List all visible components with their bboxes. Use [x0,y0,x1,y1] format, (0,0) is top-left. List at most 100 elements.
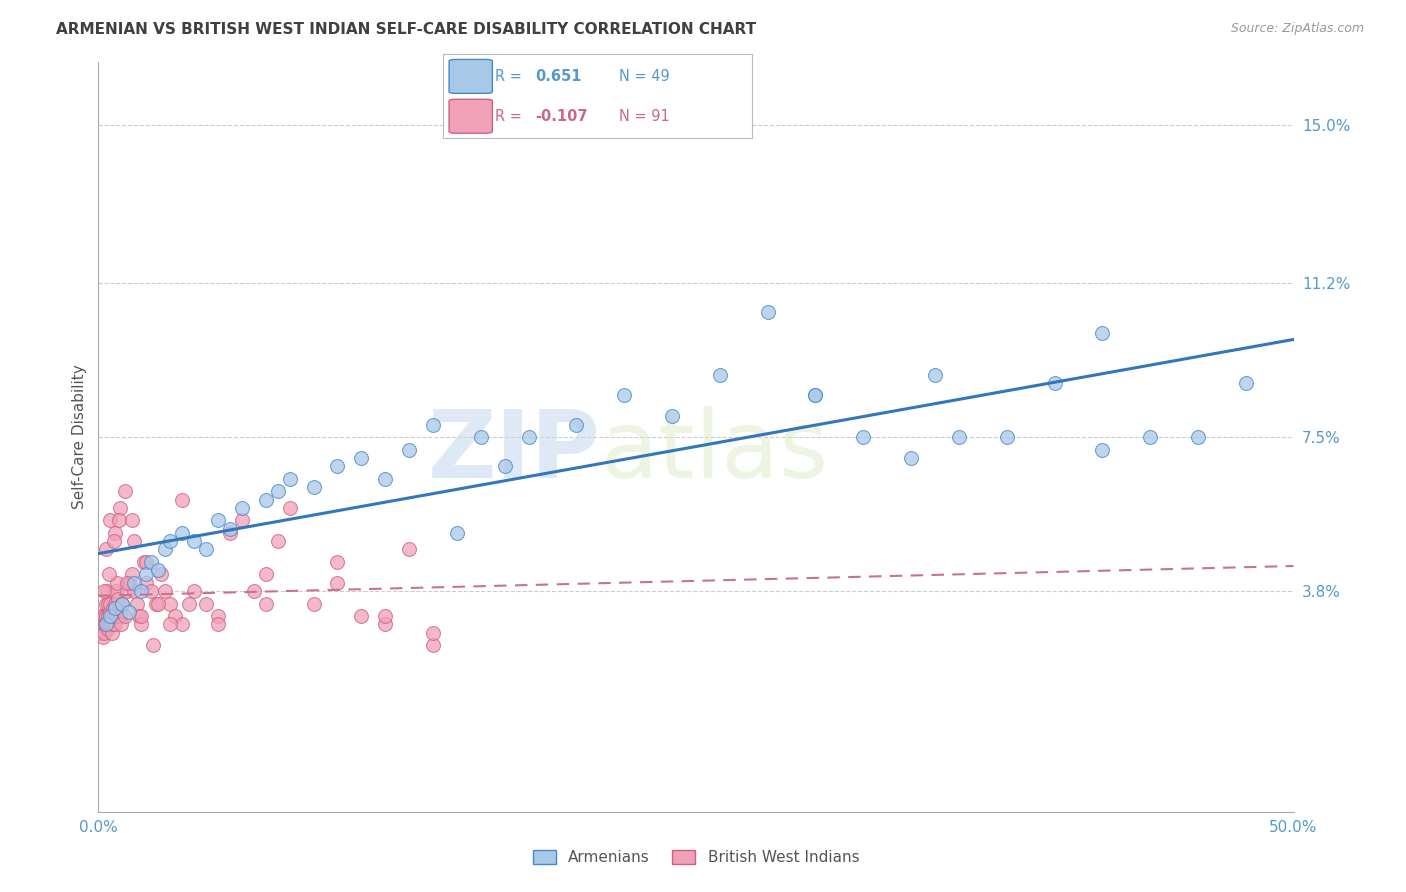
Point [114,609,136,624]
Point [94,597,117,611]
Point [398,442,420,457]
Point [101,609,124,624]
Point [398,542,420,557]
Point [470,430,492,444]
Point [94,617,117,632]
Point [94,542,117,557]
Point [108,500,131,515]
Point [422,417,444,432]
Point [98,605,121,619]
Point [1091,442,1114,457]
Point [148,563,170,577]
Point [104,600,127,615]
Point [96,609,118,624]
Point [159,534,181,549]
Point [118,605,141,619]
Point [91,617,114,632]
Point [374,609,396,624]
Point [145,597,167,611]
Point [195,542,218,557]
Point [924,368,946,382]
Text: ZIP: ZIP [427,406,600,498]
Point [613,388,636,402]
Point [91,613,114,627]
Point [709,368,731,382]
Point [124,534,146,549]
Point [195,597,218,611]
Point [231,500,253,515]
Point [96,597,118,611]
Point [91,630,114,644]
Point [98,513,122,527]
Point [89,617,111,632]
Point [494,459,516,474]
Point [100,617,122,632]
Point [172,525,194,540]
Text: Source: ZipAtlas.com: Source: ZipAtlas.com [1230,22,1364,36]
Point [1043,376,1066,390]
Point [135,575,157,590]
Point [125,597,148,611]
Point [105,575,128,590]
Point [278,500,301,515]
Point [101,617,124,632]
Point [207,513,229,527]
Point [124,584,146,599]
Point [1091,326,1114,340]
Point [350,609,373,624]
Point [104,597,127,611]
Point [350,450,373,465]
Point [93,584,115,599]
Legend: Armenians, British West Indians: Armenians, British West Indians [527,844,865,871]
Point [302,597,325,611]
Point [111,597,134,611]
Point [94,617,117,632]
Point [98,597,122,611]
Point [108,609,131,624]
Point [219,522,242,536]
Text: 0.651: 0.651 [536,69,582,84]
Point [93,609,115,624]
Point [804,388,827,402]
Point [97,609,120,624]
Point [243,584,266,599]
Point [131,609,153,624]
Point [1139,430,1161,444]
Point [254,492,277,507]
Point [107,600,129,615]
Point [852,430,875,444]
Text: atlas: atlas [600,406,828,498]
Point [183,534,205,549]
Point [104,525,127,540]
Point [900,450,922,465]
Point [90,609,112,624]
Point [98,567,121,582]
Point [661,409,683,424]
Point [103,534,125,549]
Point [111,597,134,611]
Point [326,459,349,474]
Point [163,609,186,624]
Point [132,555,155,569]
Point [219,525,242,540]
Point [104,617,127,632]
Point [326,575,349,590]
Point [302,480,325,494]
Point [179,597,201,611]
Point [135,555,157,569]
Point [948,430,970,444]
Point [756,305,779,319]
Y-axis label: Self-Care Disability: Self-Care Disability [72,365,87,509]
Text: -0.107: -0.107 [536,109,588,124]
Point [139,584,162,599]
Point [142,638,165,652]
Point [98,609,122,624]
Point [107,592,129,607]
Point [1187,430,1209,444]
Point [121,513,143,527]
Text: R =: R = [495,69,523,84]
Point [254,567,277,582]
Point [172,617,194,632]
Text: N = 91: N = 91 [619,109,669,124]
Point [995,430,1018,444]
